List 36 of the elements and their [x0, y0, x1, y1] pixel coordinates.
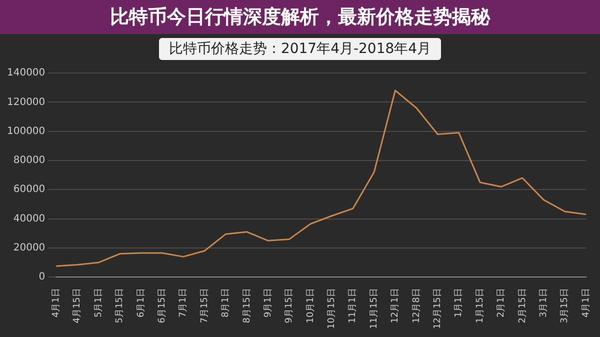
chart-title: 比特币价格走势：2017年4月-2018年4月 — [158, 38, 442, 60]
x-tick-label: 6月15日 — [157, 288, 168, 324]
x-tick-label: 8月1日 — [221, 288, 232, 318]
y-tick-label: 80000 — [13, 155, 46, 166]
x-tick-label: 12月15日 — [432, 288, 443, 329]
x-tick-label: 10月1日 — [306, 288, 316, 324]
x-tick-label: 4月15日 — [72, 288, 83, 324]
text: 比特币今日行情深度解析，最新价格走势揭秘 — [0, 0, 600, 34]
y-tick-label: 20000 — [13, 242, 46, 254]
x-tick-label: 1月1日 — [454, 288, 464, 318]
x-tick-label: 2月1日 — [496, 288, 507, 318]
x-tick-label: 5月15日 — [115, 288, 126, 324]
x-tick-label: 12月8日 — [412, 288, 422, 324]
x-tick-label: 7月15日 — [200, 288, 210, 324]
y-tick-label: 100000 — [6, 126, 46, 137]
y-tick-label: 120000 — [6, 96, 46, 108]
x-tick-label: 9月1日 — [263, 288, 274, 318]
x-tick-label: 12月1日 — [390, 288, 401, 324]
x-tick-label: 7月1日 — [178, 288, 189, 318]
x-tick-label: 6月1日 — [136, 288, 146, 318]
x-tick-label: 5月1日 — [94, 288, 104, 318]
x-tick-label: 1月15日 — [475, 288, 486, 324]
x-tick-label: 3月15日 — [560, 288, 570, 324]
x-tick-label: 10月15日 — [327, 288, 338, 329]
x-tick-label: 4月1日 — [581, 288, 592, 318]
x-tick-label: 8月15日 — [242, 288, 252, 324]
x-tick-label: 2月15日 — [518, 288, 528, 324]
x-tick-label: 3月1日 — [538, 288, 549, 318]
y-tick-label: 60000 — [13, 184, 46, 196]
y-tick-label: 40000 — [13, 213, 46, 224]
y-tick-label: 0 — [38, 272, 46, 283]
x-tick-label: 9月15日 — [284, 288, 295, 324]
y-tick-label: 140000 — [6, 68, 46, 79]
x-tick-label: 11月1日 — [348, 288, 358, 324]
x-tick-label: 4月1日 — [52, 288, 62, 318]
x-tick-label: 11月15日 — [369, 288, 380, 329]
